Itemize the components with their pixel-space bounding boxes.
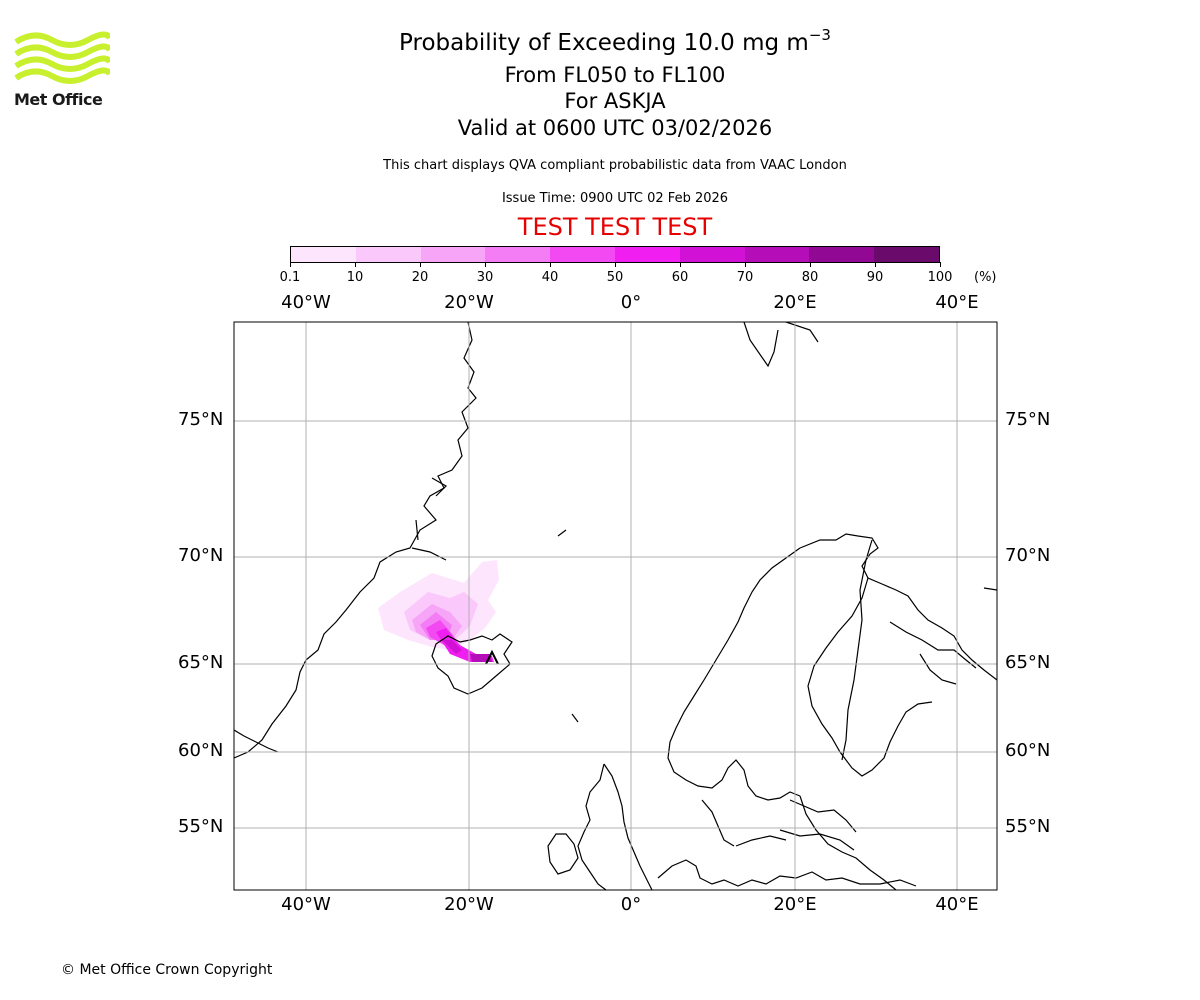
colorbar-segment	[874, 247, 939, 262]
coastlines	[234, 322, 997, 890]
colorbar-tick	[874, 262, 876, 267]
probability-plume	[378, 560, 499, 662]
lat-label-left-70n: 70°N	[178, 545, 224, 566]
colorbar-tick-label: 0.1	[279, 270, 301, 285]
colorbar-tick	[939, 262, 941, 267]
colorbar-tick	[289, 262, 291, 267]
lon-label-bottom-0: 0°	[620, 894, 642, 915]
title-exponent: −3	[808, 26, 831, 44]
colorbar-segment	[614, 247, 680, 262]
level-range: From FL050 to FL100	[504, 63, 726, 87]
lon-label-top-0: 0°	[620, 292, 642, 313]
colorbar-segment	[550, 247, 615, 262]
gridlines	[234, 322, 997, 890]
colorbar-tick-label: 100	[927, 270, 953, 285]
colorbar-tick-label: 80	[801, 270, 819, 285]
colorbar-tick-label: 30	[476, 270, 494, 285]
colorbar-tick	[419, 262, 421, 267]
data-note: This chart displays QVA compliant probab…	[383, 158, 847, 173]
volcano-name: For ASKJA	[564, 89, 666, 113]
lat-label-left-55n: 55°N	[178, 816, 224, 837]
lat-label-left-75n: 75°N	[178, 409, 224, 430]
issue-time: Issue Time: 0900 UTC 02 Feb 2026	[501, 191, 729, 206]
colorbar-tick-label: 60	[671, 270, 689, 285]
colorbar-segment	[355, 247, 421, 262]
colorbar-tick	[484, 262, 486, 267]
lat-label-right-60n: 60°N	[1005, 740, 1051, 761]
lon-label-bottom-20e: 20°E	[773, 894, 817, 915]
lon-label-top-20e: 20°E	[773, 292, 817, 313]
colorbar-tick	[809, 262, 811, 267]
lon-label-bottom-40e: 40°E	[935, 894, 979, 915]
colorbar-tick	[549, 262, 551, 267]
colorbar-unit: (%)	[974, 270, 997, 285]
colorbar-tick-label: 90	[866, 270, 884, 285]
volcano-marker	[485, 649, 499, 665]
colorbar-segment	[420, 247, 486, 262]
lat-label-right-75n: 75°N	[1005, 409, 1051, 430]
lon-label-bottom-20w: 20°W	[444, 894, 494, 915]
lat-label-right-70n: 70°N	[1005, 545, 1051, 566]
lat-label-right-55n: 55°N	[1005, 816, 1051, 837]
colorbar-segment	[809, 247, 875, 262]
met-office-logo-text: Met Office	[14, 90, 103, 109]
title-main: Probability of Exceeding 10.0 mg m	[399, 30, 809, 56]
chart-title: Probability of Exceeding 10.0 mg m−3	[0, 26, 1200, 56]
copyright-notice: © Met Office Crown Copyright	[61, 962, 273, 978]
valid-time: Valid at 0600 UTC 03/02/2026	[457, 116, 773, 140]
colorbar-tick-label: 50	[606, 270, 624, 285]
colorbar-tick	[744, 262, 746, 267]
test-banner: TEST TEST TEST	[517, 213, 713, 241]
colorbar-tick	[614, 262, 616, 267]
lat-label-right-65n: 65°N	[1005, 652, 1051, 673]
colorbar-tick	[679, 262, 681, 267]
colorbar-tick-label: 20	[411, 270, 429, 285]
colorbar-tick	[354, 262, 356, 267]
lon-label-top-20w: 20°W	[444, 292, 494, 313]
colorbar-tick-label: 10	[346, 270, 364, 285]
lat-label-left-65n: 65°N	[178, 652, 224, 673]
colorbar-tick-label: 40	[541, 270, 559, 285]
colorbar-tick-label: 70	[736, 270, 754, 285]
colorbar-segment	[679, 247, 745, 262]
met-office-logo-icon	[14, 31, 110, 84]
colorbar-segment	[744, 247, 810, 262]
lon-label-top-40e: 40°E	[935, 292, 979, 313]
lon-label-top-40w: 40°W	[281, 292, 331, 313]
lon-label-bottom-40w: 40°W	[281, 894, 331, 915]
colorbar-segment	[291, 247, 356, 262]
lat-label-left-60n: 60°N	[178, 740, 224, 761]
colorbar-segment	[485, 247, 551, 262]
map-frame	[233, 321, 998, 891]
